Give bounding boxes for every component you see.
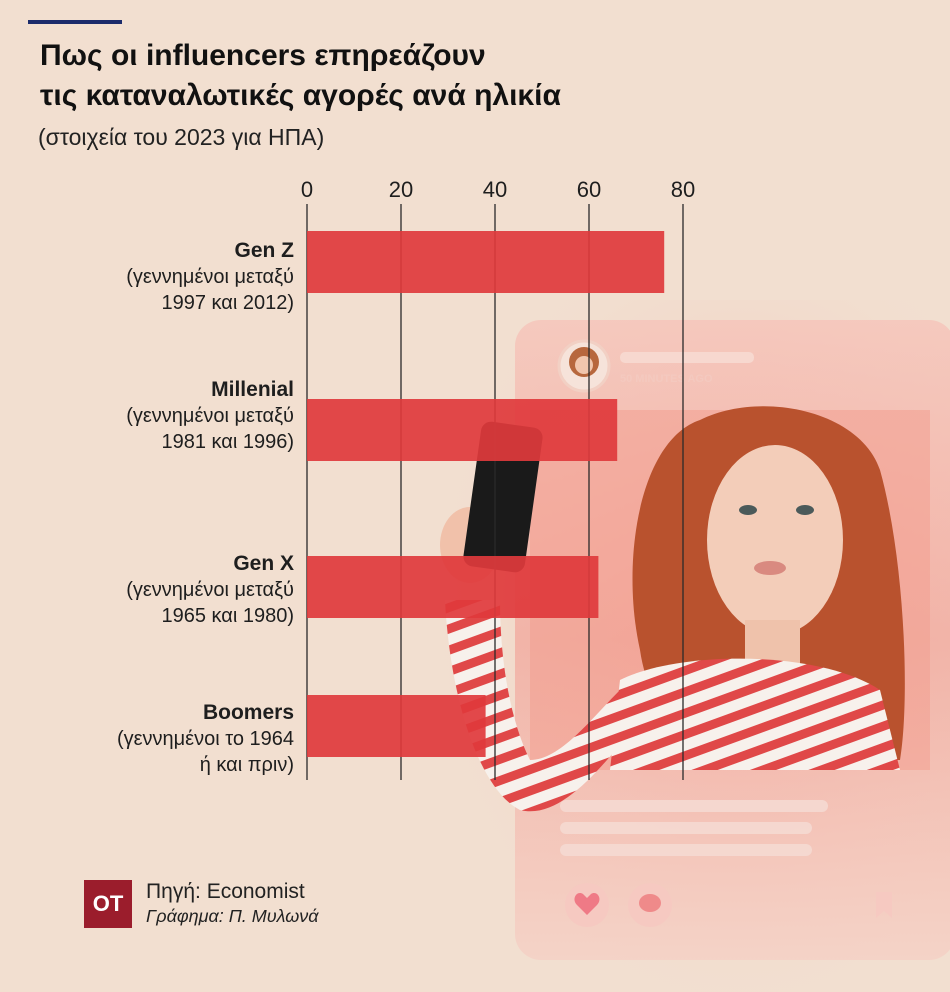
category-label-millenial: Millenial (γεννημένοι μεταξύ 1981 και 19… bbox=[40, 377, 294, 455]
chart-title: Πως οι influencers επηρεάζουν τις κατανα… bbox=[40, 36, 740, 116]
graphic-credit: Γράφημα: Π. Μυλωνά bbox=[146, 906, 319, 926]
category-name: Gen Z bbox=[234, 239, 294, 262]
category-detail-1: (γεννημένοι μεταξύ bbox=[126, 405, 294, 427]
category-label-gen-x: Gen X (γεννημένοι μεταξύ 1965 και 1980) bbox=[40, 551, 294, 629]
bar-gen-z bbox=[307, 231, 665, 293]
tick-label-60: 60 bbox=[577, 177, 601, 202]
category-detail-2: 1965 και 1980) bbox=[161, 605, 294, 627]
bar-gen-x bbox=[307, 556, 599, 618]
category-name: Millenial bbox=[211, 378, 294, 401]
category-detail-1: (γεννημένοι μεταξύ bbox=[126, 266, 294, 288]
category-detail-2: 1997 και 2012) bbox=[161, 292, 294, 314]
category-label-gen-z: Gen Z (γεννημένοι μεταξύ 1997 και 2012) bbox=[40, 238, 294, 316]
tick-label-40: 40 bbox=[483, 177, 507, 202]
category-detail-2: 1981 και 1996) bbox=[161, 431, 294, 453]
tick-label-0: 0 bbox=[301, 177, 313, 202]
top-accent-rule bbox=[28, 20, 122, 24]
bar-boomers bbox=[307, 695, 486, 757]
category-detail-1: (γεννημένοι το 1964 bbox=[116, 728, 294, 750]
category-label-boomers: Boomers (γεννημένοι το 1964 ή και πριν) bbox=[40, 700, 294, 778]
category-detail-1: (γεννημένοι μεταξύ bbox=[126, 579, 294, 601]
bar-millenial bbox=[307, 399, 618, 461]
title-line-2: τις καταναλωτικές αγορές ανά ηλικία bbox=[40, 79, 561, 112]
title-line-1: Πως οι influencers επηρεάζουν bbox=[40, 39, 486, 72]
category-detail-2: ή και πριν) bbox=[199, 754, 294, 776]
source-note: Πηγή: Economist bbox=[146, 880, 305, 903]
tick-label-80: 80 bbox=[671, 177, 695, 202]
tick-label-20: 20 bbox=[389, 177, 413, 202]
ot-logo: OT bbox=[84, 880, 132, 928]
category-name: Gen X bbox=[233, 552, 294, 575]
chart-subtitle: (στοιχεία του 2023 για ΗΠΑ) bbox=[38, 124, 325, 150]
category-name: Boomers bbox=[202, 701, 294, 724]
